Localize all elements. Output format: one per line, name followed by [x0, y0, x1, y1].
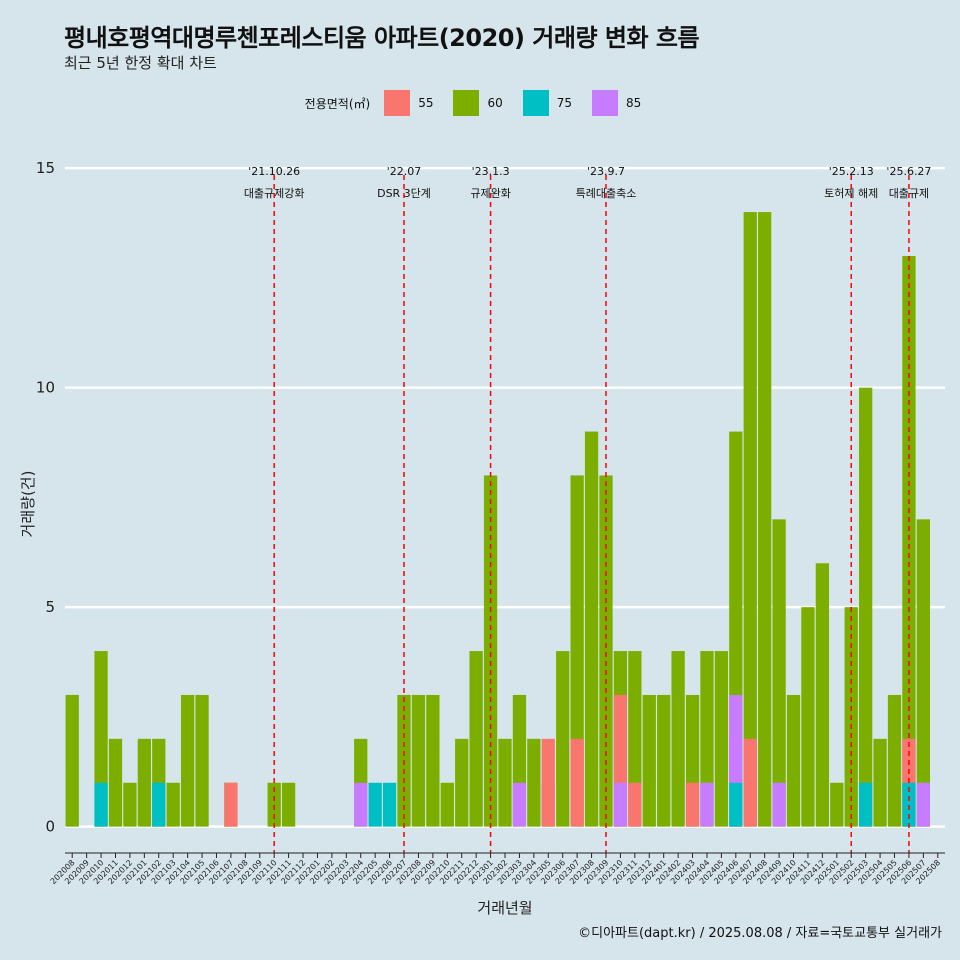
annotation-text: 특례대출축소 [576, 187, 637, 200]
bar-60-202210 [440, 782, 454, 827]
annotation-text: 대출규제강화 [244, 187, 305, 200]
bar-75-202206 [382, 782, 397, 827]
bar-60-202503 [859, 387, 873, 827]
bar-60-202412 [815, 563, 830, 827]
bar-60-202111 [281, 782, 296, 827]
x-axis-title: 거래년월 [477, 899, 532, 917]
bar-85-202303 [512, 782, 527, 827]
bar-60-202011 [108, 738, 123, 827]
legend-item-85: 85 [592, 90, 655, 116]
bar-60-202101 [137, 738, 151, 827]
bar-60-202105 [195, 694, 209, 827]
bar-55-202107 [224, 782, 238, 827]
bar-60-202408 [758, 212, 772, 827]
bar-75-202102 [152, 782, 166, 827]
legend-swatch-60 [453, 90, 480, 116]
legend-label-85: 85 [626, 96, 642, 110]
annotation-text: 규제완화 [470, 187, 510, 200]
bar-85-202507 [916, 782, 930, 827]
y-tick-label: 5 [45, 598, 55, 616]
legend-swatch-55 [384, 90, 411, 116]
bar-75-202506 [902, 782, 916, 827]
bar-60-202104 [180, 694, 195, 827]
legend-label-75: 75 [556, 96, 573, 110]
bar-55-202403 [685, 782, 700, 827]
bar-60-202401 [657, 694, 671, 827]
bar-60-202402 [671, 651, 685, 827]
annotation-date: '25.2.13 [829, 165, 874, 178]
legend: 전용면적(㎡) 55 60 75 85 [0, 90, 960, 116]
legend-swatch-75 [522, 90, 549, 116]
bar-60-202411 [801, 607, 815, 827]
bar-60-202211 [455, 738, 469, 827]
bar-60-202504 [873, 738, 887, 827]
annotation-date: '22.07 [387, 165, 422, 178]
bar-75-202010 [94, 782, 108, 827]
bar-60-202409 [772, 519, 786, 827]
bar-60-202306 [556, 651, 570, 827]
bar-60-202410 [786, 694, 801, 827]
bar-85-202204 [354, 782, 368, 827]
bar-60-202110 [267, 782, 281, 827]
bar-60-202208 [411, 694, 426, 827]
legend-item-75: 75 [522, 90, 586, 116]
bar-60-202008 [65, 694, 79, 827]
bar-85-202409 [772, 782, 786, 827]
annotation-date: '23.9.7 [587, 165, 625, 178]
bar-60-202505 [887, 694, 902, 827]
bar-60-202309 [599, 475, 613, 827]
bar-75-202503 [859, 782, 873, 827]
y-axis-title: 거래량(건) [19, 471, 37, 538]
bar-75-202205 [368, 782, 382, 827]
chart-subtitle: 최근 5년 한정 확대 차트 [64, 54, 217, 72]
bar-85-202404 [700, 782, 714, 827]
bar-60-202312 [642, 694, 656, 827]
bar-55-202407 [743, 738, 757, 827]
bar-60-202506 [902, 255, 916, 827]
bar-60-202405 [714, 651, 729, 827]
legend-swatch-85 [592, 90, 619, 116]
bar-60-202407 [743, 212, 757, 827]
y-tick-label: 0 [45, 818, 55, 836]
legend-label-55: 55 [418, 96, 434, 110]
bar-55-202305 [541, 738, 555, 827]
bar-60-202304 [527, 738, 541, 827]
bar-60-202308 [584, 431, 599, 827]
annotation-date: '21.10.26 [248, 165, 300, 178]
legend-item-60: 60 [453, 90, 516, 116]
annotation-text: 토허제 해제 [824, 186, 878, 200]
bar-60-202301 [483, 475, 498, 827]
y-tick-label: 10 [36, 379, 55, 397]
bar-75-202406 [729, 782, 743, 827]
annotation-text: 대출규제 [889, 187, 929, 200]
legend-title: 전용면적(㎡) [304, 96, 371, 111]
annotation-text: DSR 3단계 [377, 187, 431, 200]
bar-60-202012 [123, 782, 137, 827]
bar-60-202501 [830, 782, 844, 827]
bar-60-202209 [426, 694, 440, 827]
y-tick-label: 15 [36, 159, 55, 177]
bar-55-202311 [628, 782, 642, 827]
annotation-date: '25.6.27 [886, 165, 931, 178]
annotation-date: '23.1.3 [472, 165, 510, 178]
source-caption: ©디아파트(dapt.kr) / 2025.08.08 / 자료=국토교통부 실… [578, 926, 942, 941]
bar-60-202507 [916, 519, 930, 827]
bar-60-202103 [166, 782, 180, 827]
bar-60-202302 [498, 738, 512, 827]
bar-55-202307 [570, 738, 584, 827]
bar-85-202310 [613, 782, 628, 827]
chart-title: 평내호평역대명루첸포레스티움 아파트(2020) 거래량 변화 흐름 [64, 24, 700, 52]
bar-60-202212 [469, 651, 483, 827]
legend-label-60: 60 [487, 96, 503, 110]
legend-item-55: 55 [384, 90, 447, 116]
